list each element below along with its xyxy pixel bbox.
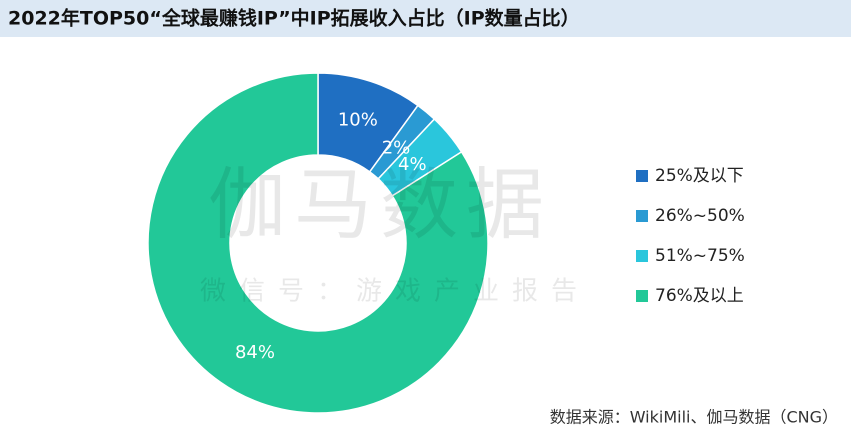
legend-swatch <box>636 210 648 222</box>
watermark: 微信号：游戏产业报告 <box>200 277 590 307</box>
legend-label: 25%及以下 <box>655 166 744 186</box>
data-label: 84% <box>235 342 275 363</box>
data-label: 4% <box>398 154 427 175</box>
legend-label: 76%及以上 <box>655 286 744 306</box>
chart-title: 2022年TOP50“全球最赚钱IP”中IP拓展收入占比（IP数量占比） <box>8 7 580 30</box>
legend-label: 26%~50% <box>655 206 745 226</box>
source: 数据来源：WikiMili、伽马数据（CNG） <box>550 408 838 427</box>
watermark: 伽马数据 <box>208 160 552 250</box>
title-bar <box>0 0 851 37</box>
legend-label: 51%~75% <box>655 246 745 266</box>
legend-swatch <box>636 290 648 302</box>
legend-swatch <box>636 170 648 182</box>
data-label: 2% <box>382 138 411 159</box>
data-label: 10% <box>338 109 378 130</box>
slice <box>147 72 489 414</box>
legend-swatch <box>636 250 648 262</box>
